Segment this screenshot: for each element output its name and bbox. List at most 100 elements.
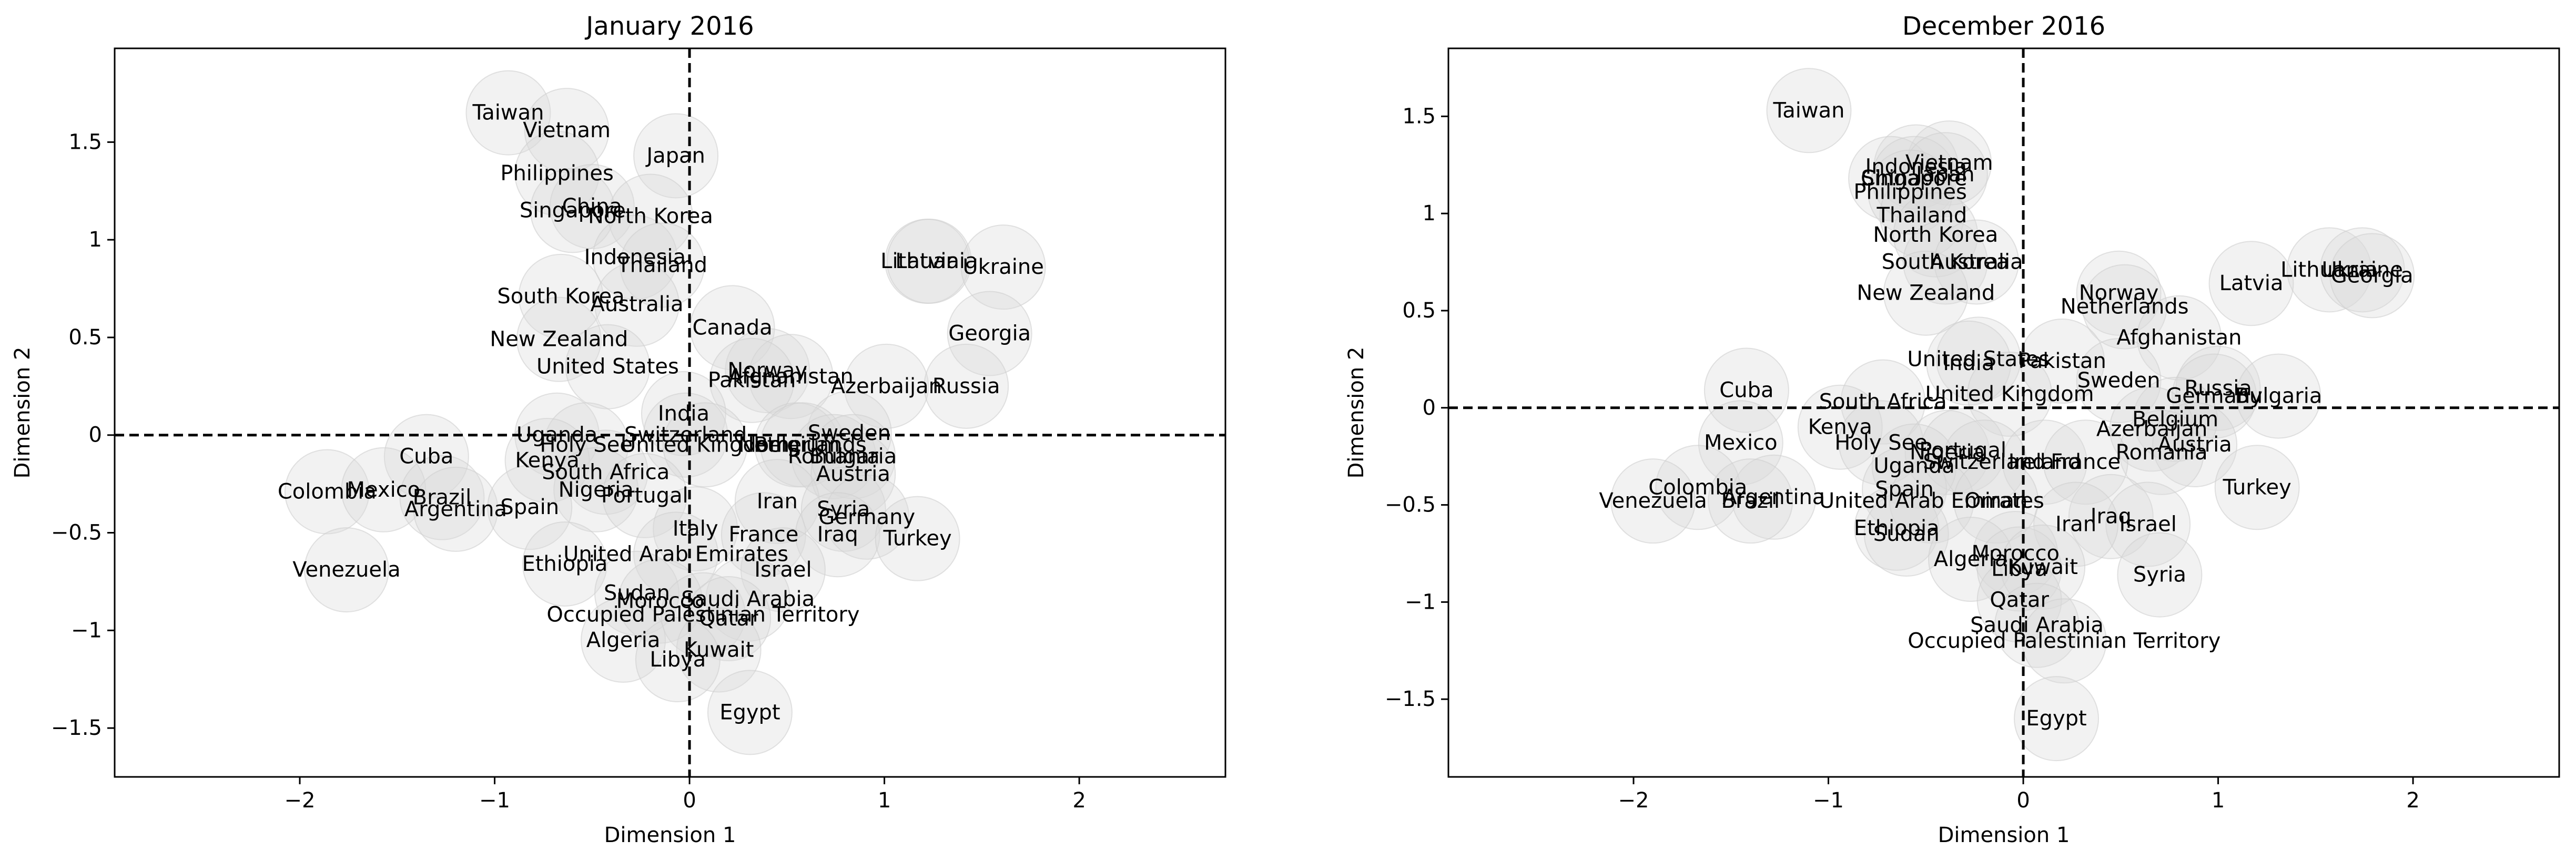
point-bubble bbox=[2117, 532, 2203, 618]
point-label: Singapore bbox=[1861, 167, 1968, 191]
point-label: Venezuela bbox=[292, 558, 400, 582]
plot-frame bbox=[114, 47, 1226, 778]
point-label: Canada bbox=[692, 315, 772, 340]
point-label: Colombia bbox=[278, 479, 377, 504]
x-tick-label: 1 bbox=[878, 788, 891, 813]
point-label: Kuwait bbox=[2007, 555, 2078, 579]
point-label: Russia bbox=[2184, 376, 2252, 401]
point-label: China bbox=[1861, 167, 1921, 191]
point-bubble bbox=[2175, 345, 2261, 431]
point-bubble bbox=[514, 130, 600, 216]
point-bubble bbox=[1863, 491, 1949, 577]
point-bubble bbox=[1967, 351, 2053, 437]
point-bubble bbox=[1934, 219, 2020, 305]
point-label: Bulgaria bbox=[809, 445, 897, 469]
point-bubble bbox=[795, 492, 880, 578]
x-tick-label: −1 bbox=[1813, 788, 1844, 813]
point-label: Morocco bbox=[1971, 541, 2059, 566]
point-label: Italy bbox=[673, 517, 718, 541]
point-label: Iraq bbox=[817, 522, 858, 547]
point-bubble bbox=[1703, 347, 1789, 433]
point-bubble bbox=[653, 486, 738, 572]
chart-title: December 2016 bbox=[1902, 12, 2105, 41]
point-label: Latvia bbox=[2219, 271, 2284, 295]
y-tick-label: 0 bbox=[89, 423, 102, 447]
point-label: Israel bbox=[2119, 512, 2177, 537]
point-label: Japan bbox=[645, 144, 705, 168]
point-bubble bbox=[516, 296, 602, 382]
point-bubble bbox=[1731, 454, 1817, 540]
point-bubble bbox=[734, 459, 820, 545]
point-label: India bbox=[658, 402, 709, 426]
point-bubble bbox=[1862, 446, 1948, 532]
point-label: Nigeria bbox=[1910, 440, 1985, 465]
point-bubble bbox=[2133, 376, 2218, 462]
plot-area: Taiwan VietnamIndonesiaChinaSingaporeJapa… bbox=[1448, 48, 2559, 777]
point-label: United Kingdom bbox=[1925, 382, 2094, 406]
point-bubble bbox=[2020, 319, 2105, 404]
point-bubble bbox=[662, 402, 748, 488]
point-label: Netherlands bbox=[738, 433, 867, 457]
point-label: Latvia bbox=[895, 249, 959, 273]
point-bubble bbox=[886, 219, 972, 304]
point-label: Azerbaijan bbox=[831, 374, 942, 398]
point-label: Argentina bbox=[404, 497, 507, 521]
point-label: Spain bbox=[500, 495, 559, 519]
point-bubble bbox=[1766, 68, 1852, 153]
x-tick-label: 0 bbox=[683, 788, 696, 813]
point-bubble bbox=[960, 224, 1046, 310]
point-bubble bbox=[581, 597, 666, 683]
y-tick-label: 0 bbox=[1423, 396, 1436, 420]
point-bubble bbox=[399, 455, 485, 540]
point-bubble bbox=[1976, 557, 2062, 643]
point-label: Egypt bbox=[2026, 706, 2086, 731]
y-tick-label: −0.5 bbox=[51, 521, 102, 545]
x-tick-label: −2 bbox=[285, 788, 316, 813]
x-tick-label: 0 bbox=[2016, 788, 2030, 813]
point-label: Singapore bbox=[520, 198, 626, 222]
point-bubble bbox=[2236, 353, 2321, 439]
point-bubble bbox=[617, 558, 703, 644]
point-label: Philippines bbox=[1853, 180, 1967, 204]
point-bubble bbox=[504, 418, 590, 504]
point-bubble bbox=[1904, 409, 1990, 495]
point-label: Pakistan bbox=[2018, 349, 2106, 373]
chart-panel-december: Taiwan VietnamIndonesiaChinaSingaporeJapa… bbox=[1344, 12, 2560, 847]
point-bubble bbox=[487, 465, 573, 550]
y-tick-label: 0.5 bbox=[1402, 299, 1436, 323]
point-bubble bbox=[1976, 526, 2062, 612]
point-label: Germany bbox=[818, 505, 915, 529]
point-label: Venezuela bbox=[1599, 489, 1707, 513]
point-label: Saudi Arabia bbox=[1970, 613, 2104, 638]
point-bubble bbox=[1994, 582, 2080, 668]
x-axis-label: Dimension 1 bbox=[604, 823, 736, 847]
point-label: Vietnam bbox=[1905, 151, 1993, 175]
point-label: Israel bbox=[754, 558, 812, 582]
point-label: Thailand bbox=[616, 253, 707, 277]
point-bubble bbox=[633, 113, 719, 199]
point-bubble bbox=[1838, 400, 1924, 486]
point-bubble bbox=[2319, 227, 2405, 313]
point-label: Qatar bbox=[699, 607, 758, 631]
point-bubble bbox=[875, 496, 960, 581]
point-bubble bbox=[633, 511, 719, 597]
point-bubble bbox=[635, 617, 721, 703]
point-bubble bbox=[748, 334, 834, 419]
point-label: Taiwan bbox=[1772, 98, 1844, 122]
point-bubble bbox=[2286, 227, 2372, 313]
point-label: Libya bbox=[650, 648, 706, 672]
point-bubble bbox=[1902, 132, 1988, 218]
point-label: United States bbox=[536, 355, 679, 379]
point-label: Colombia bbox=[1648, 475, 1747, 499]
plot-frame bbox=[1447, 47, 2560, 778]
point-label: France bbox=[2051, 450, 2121, 474]
point-bubble bbox=[563, 429, 648, 515]
point-bubble bbox=[2043, 419, 2128, 505]
point-label: Georgia bbox=[2331, 263, 2413, 288]
point-label: Pakistan bbox=[708, 368, 796, 393]
point-bubble bbox=[1854, 485, 1940, 571]
point-bubble bbox=[2068, 474, 2154, 559]
point-label: India bbox=[1943, 351, 1994, 375]
